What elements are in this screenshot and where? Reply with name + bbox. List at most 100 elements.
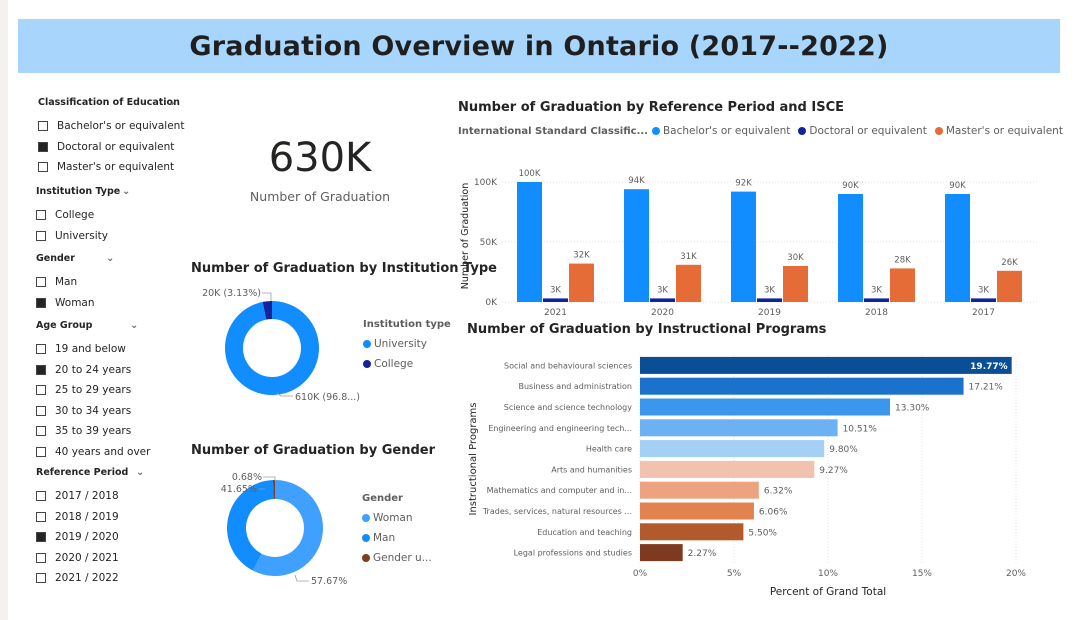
slicer-option-label: 20 to 24 years — [55, 363, 132, 376]
slicer-classification[interactable]: Classification of Education ⌄ Bachelor's … — [30, 97, 190, 178]
checkbox[interactable] — [36, 426, 46, 437]
slicer-option[interactable]: 35 to 39 years — [36, 421, 150, 442]
program-bar[interactable] — [640, 377, 964, 395]
slicer-option[interactable]: Man — [36, 272, 120, 293]
category-label: Mathematics and computer and in... — [487, 486, 632, 495]
legend-item[interactable]: Gender u... — [362, 548, 432, 568]
slicer-institution-type[interactable]: Institution Type ⌄ College University — [30, 186, 140, 246]
column-bar[interactable] — [971, 298, 996, 302]
column-bar[interactable] — [517, 182, 542, 302]
checkbox[interactable] — [36, 364, 46, 375]
chevron-down-icon[interactable]: ⌄ — [130, 320, 139, 331]
legend-item[interactable]: College — [363, 354, 451, 374]
slicer-option[interactable]: 20 to 24 years — [36, 360, 150, 381]
column-bar[interactable] — [569, 263, 594, 302]
chevron-down-icon[interactable]: ⌄ — [122, 186, 131, 197]
slicer-option[interactable]: Woman — [36, 293, 120, 314]
legend-item[interactable]: Doctoral or equivalent — [798, 125, 927, 137]
checkbox[interactable] — [36, 511, 46, 522]
column-bar[interactable] — [838, 194, 863, 302]
checkbox[interactable] — [36, 210, 46, 221]
checkbox[interactable] — [36, 532, 46, 543]
gender-donut[interactable]: 0.68%41.65% 57.67% — [185, 462, 435, 590]
data-label: 92K — [735, 179, 752, 189]
checkbox[interactable] — [36, 491, 46, 502]
legend-item[interactable]: Woman — [362, 508, 432, 528]
chevron-down-icon[interactable]: ⌄ — [168, 97, 177, 108]
legend-item-label: Bachelor's or equivalent — [662, 125, 791, 137]
program-bar[interactable] — [640, 523, 744, 541]
column-bar[interactable] — [731, 191, 756, 302]
checkbox[interactable] — [36, 446, 46, 457]
program-bar[interactable] — [640, 356, 1012, 374]
slicer-option[interactable]: College — [36, 205, 140, 226]
legend-title: International Standard Classific... — [458, 125, 648, 137]
slicer-option[interactable]: 25 to 29 years — [36, 380, 150, 401]
x-tick-label: 10% — [818, 569, 838, 579]
data-label: 17.21% — [969, 383, 1004, 393]
checkbox[interactable] — [36, 405, 46, 416]
slicer-option[interactable]: University — [36, 226, 140, 247]
isce-chart-title: Number of Graduation by Reference Period… — [458, 100, 845, 115]
column-bar[interactable] — [624, 189, 649, 302]
chevron-down-icon[interactable]: ⌄ — [136, 467, 145, 478]
slicer-reference-period[interactable]: Reference Period ⌄ 2017 / 2018 2018 / 201… — [30, 467, 155, 589]
checkbox[interactable] — [36, 344, 46, 355]
slicer-option[interactable]: 40 years and over — [36, 442, 150, 463]
donut-slice[interactable] — [272, 480, 275, 500]
donut-slice[interactable] — [252, 480, 324, 576]
column-bar[interactable] — [676, 264, 701, 302]
program-bar[interactable] — [640, 502, 754, 520]
program-bar[interactable] — [640, 460, 815, 478]
checkbox[interactable] — [36, 573, 46, 584]
y-tick-label: 100K — [474, 178, 498, 188]
slicer-option[interactable]: 30 to 34 years — [36, 401, 150, 422]
slicer-option[interactable]: 2021 / 2022 — [36, 568, 155, 589]
slicer-option[interactable]: 2017 / 2018 — [36, 486, 155, 507]
checkbox[interactable] — [38, 162, 48, 173]
checkbox[interactable] — [36, 277, 46, 288]
slicer-title: Institution Type — [36, 186, 121, 197]
data-label: 94K — [628, 176, 645, 186]
program-bar[interactable] — [640, 419, 838, 437]
column-bar[interactable] — [997, 270, 1022, 302]
donut-slice[interactable] — [227, 480, 274, 571]
legend-item[interactable]: Man — [362, 528, 432, 548]
checkbox[interactable] — [38, 141, 48, 152]
donut-slice[interactable] — [225, 301, 319, 395]
slicer-option[interactable]: 2019 / 2020 — [36, 527, 155, 548]
slicer-option[interactable]: 2020 / 2021 — [36, 548, 155, 569]
checkbox[interactable] — [38, 121, 48, 132]
checkbox[interactable] — [36, 385, 46, 396]
checkbox[interactable] — [36, 552, 46, 563]
column-bar[interactable] — [650, 298, 675, 302]
slicer-age-group[interactable]: Age Group ⌄ 19 and below 20 to 24 years 2… — [30, 320, 150, 462]
program-bar[interactable] — [640, 481, 759, 499]
slice-label: 0.68% — [232, 472, 262, 483]
column-bar[interactable] — [543, 298, 568, 302]
program-bar[interactable] — [640, 440, 825, 458]
programs-bar-chart[interactable]: 0% 5% 10% 15% 20% Percent of Grand Total Instr… — [462, 345, 1062, 605]
column-bar[interactable] — [757, 298, 782, 302]
checkbox[interactable] — [36, 297, 46, 308]
slicer-option[interactable]: Doctoral or equivalent — [38, 137, 190, 158]
slicer-option[interactable]: 2018 / 2019 — [36, 507, 155, 528]
checkbox[interactable] — [36, 230, 46, 241]
institution-donut[interactable]: 20K (3.13%) 610K (96.8...) — [185, 280, 435, 410]
legend-item[interactable]: Bachelor's or equivalent — [651, 125, 791, 137]
legend-item[interactable]: Master's or equivalent — [934, 125, 1063, 137]
slicer-gender[interactable]: Gender ⌄ Man Woman — [30, 253, 120, 313]
column-bar[interactable] — [864, 298, 889, 302]
donut-slice[interactable] — [262, 301, 272, 320]
legend-item[interactable]: University — [363, 334, 451, 354]
column-bar[interactable] — [783, 266, 808, 302]
program-bar[interactable] — [640, 398, 891, 416]
program-bar[interactable] — [640, 544, 683, 562]
slicer-option[interactable]: Bachelor's or equivalent — [38, 116, 190, 137]
slicer-option[interactable]: Master's or equivalent — [38, 157, 190, 178]
column-bar[interactable] — [945, 194, 970, 302]
slicer-option[interactable]: 19 and below — [36, 339, 150, 360]
chevron-down-icon[interactable]: ⌄ — [106, 253, 115, 264]
column-bar[interactable] — [890, 268, 915, 302]
